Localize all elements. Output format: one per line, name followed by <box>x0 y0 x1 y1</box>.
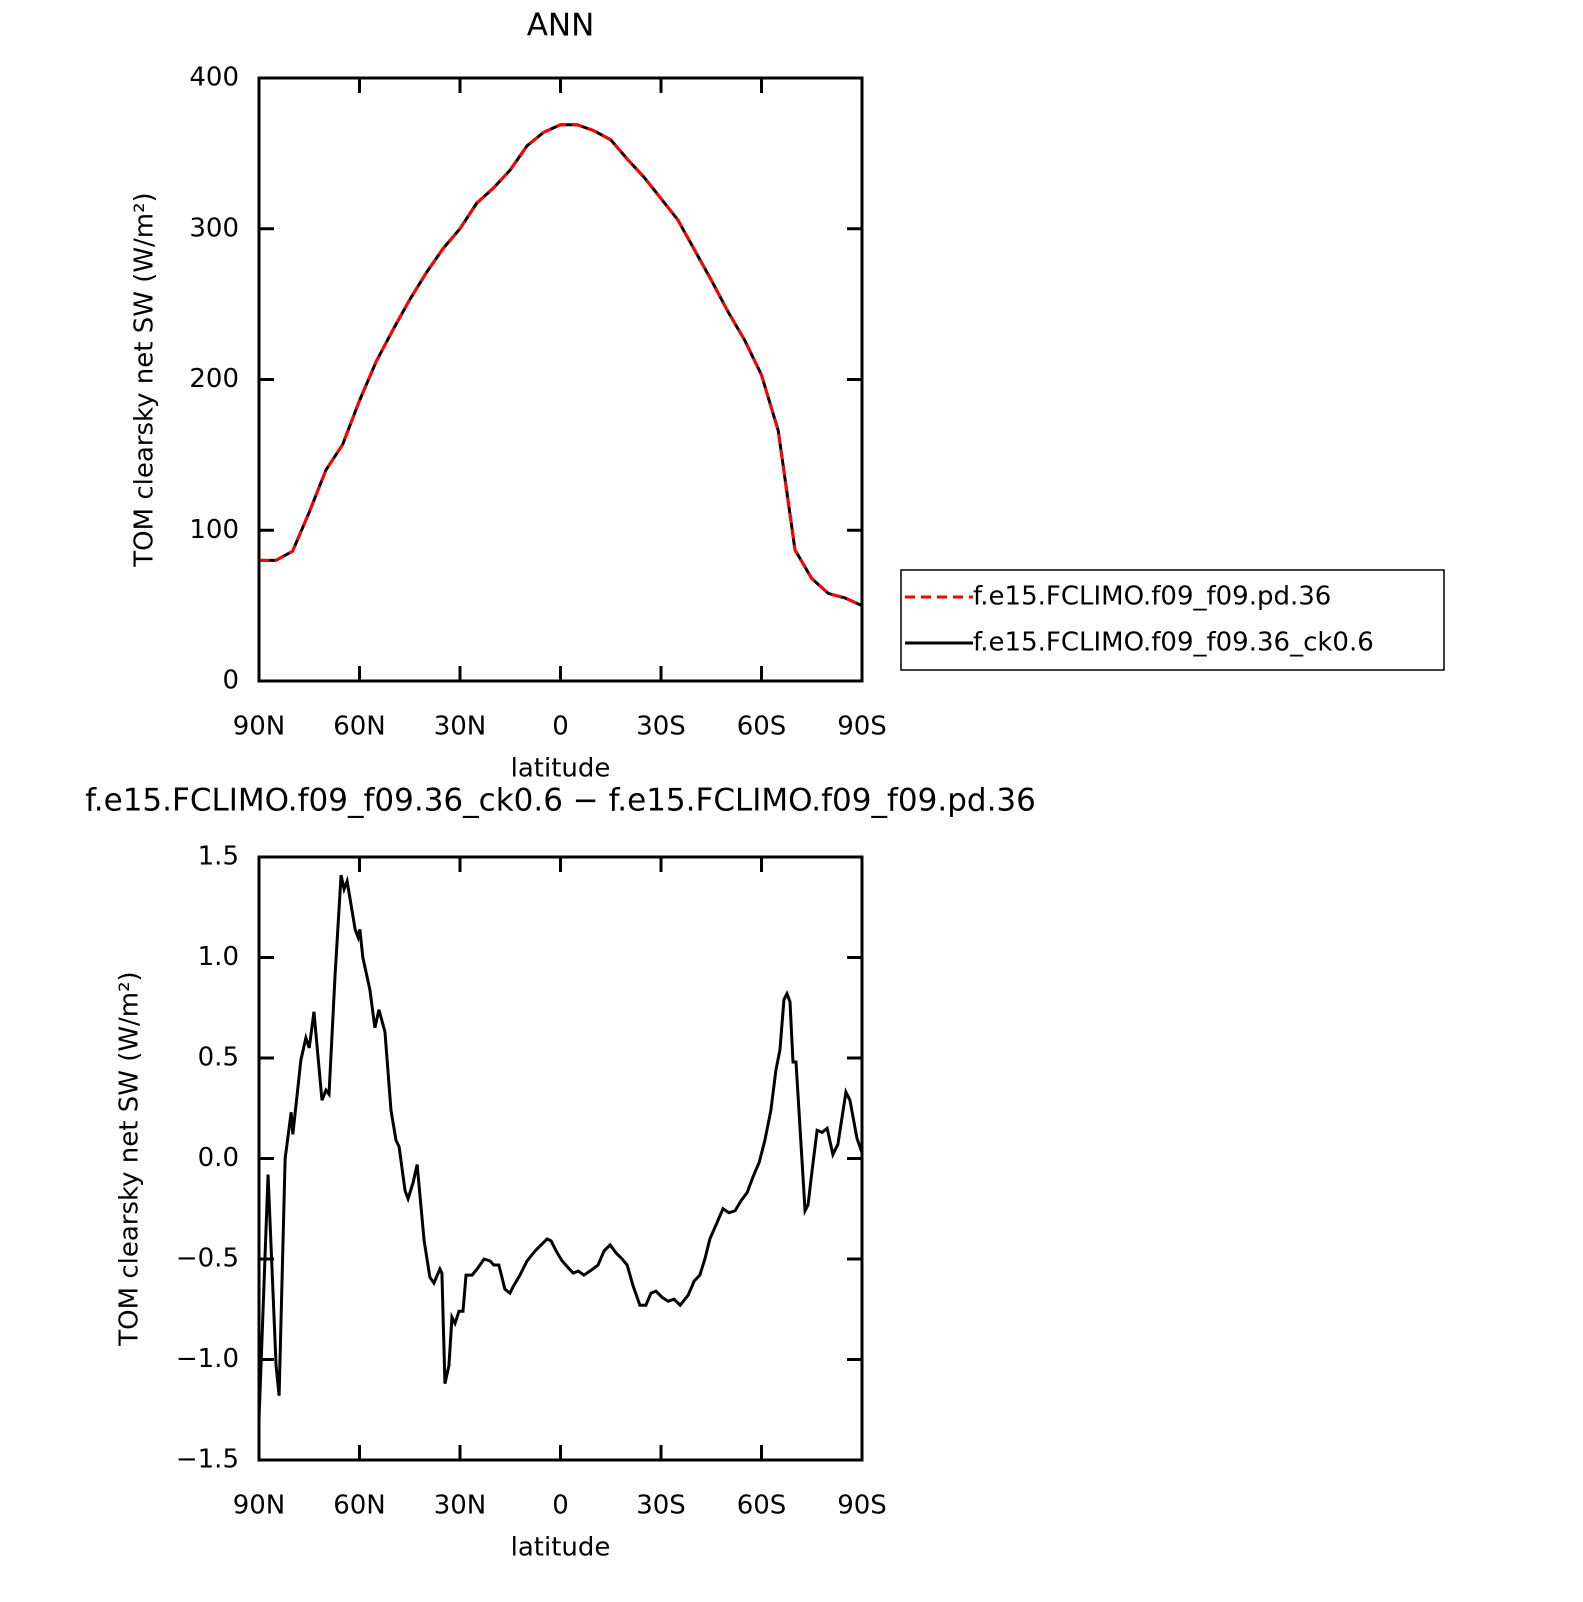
y-tick-label: 1.0 <box>198 942 239 972</box>
x-tick-label: 0 <box>552 712 569 742</box>
x-tick-label: 30N <box>434 712 487 742</box>
x-tick-label: 60S <box>737 1491 787 1521</box>
x-tick-label: 90N <box>233 712 286 742</box>
y-tick-label: 400 <box>189 63 239 93</box>
y-tick-label: 0.5 <box>198 1043 239 1073</box>
x-tick-label: 60S <box>737 712 787 742</box>
x-tick-label: 30S <box>636 712 686 742</box>
y-tick-label: 300 <box>189 213 239 243</box>
x-tick-label: 0 <box>552 1491 569 1521</box>
y-tick-label: −0.5 <box>176 1244 239 1274</box>
x-tick-label: 90N <box>233 1491 286 1521</box>
data-line <box>259 123 863 607</box>
data-line <box>259 123 863 607</box>
x-tick-label: 90S <box>837 1491 887 1521</box>
plot-frame <box>257 76 864 683</box>
chart-title: f.e15.FCLIMO.f09_f09.36_ck0.6 − f.e15.FC… <box>85 783 1036 819</box>
x-tick-label: 30N <box>434 1491 487 1521</box>
x-axis-label: latitude <box>511 754 611 784</box>
legend-box <box>900 569 1445 671</box>
y-tick-label: −1.0 <box>176 1344 239 1374</box>
x-axis-label: latitude <box>511 1533 611 1563</box>
x-tick-label: 30S <box>636 1491 686 1521</box>
chart-title: ANN <box>527 8 595 44</box>
x-tick-label: 90S <box>837 712 887 742</box>
legend-label: f.e15.FCLIMO.f09_f09.pd.36 <box>973 582 1331 612</box>
x-tick-label: 60N <box>333 1491 386 1521</box>
y-axis-label: TOM clearsky net SW (W/m²) <box>130 192 160 567</box>
plot-frame <box>257 855 864 1462</box>
data-line <box>257 874 864 1420</box>
y-tick-label: 100 <box>189 515 239 545</box>
y-tick-label: 0 <box>222 666 239 696</box>
y-tick-label: 0.0 <box>198 1143 239 1173</box>
legend-label: f.e15.FCLIMO.f09_f09.36_ck0.6 <box>973 628 1374 658</box>
y-tick-label: 200 <box>189 364 239 394</box>
y-tick-label: −1.5 <box>176 1445 239 1475</box>
y-tick-label: 1.5 <box>198 842 239 872</box>
x-tick-label: 60N <box>333 712 386 742</box>
y-axis-label: TOM clearsky net SW (W/m²) <box>115 971 145 1346</box>
